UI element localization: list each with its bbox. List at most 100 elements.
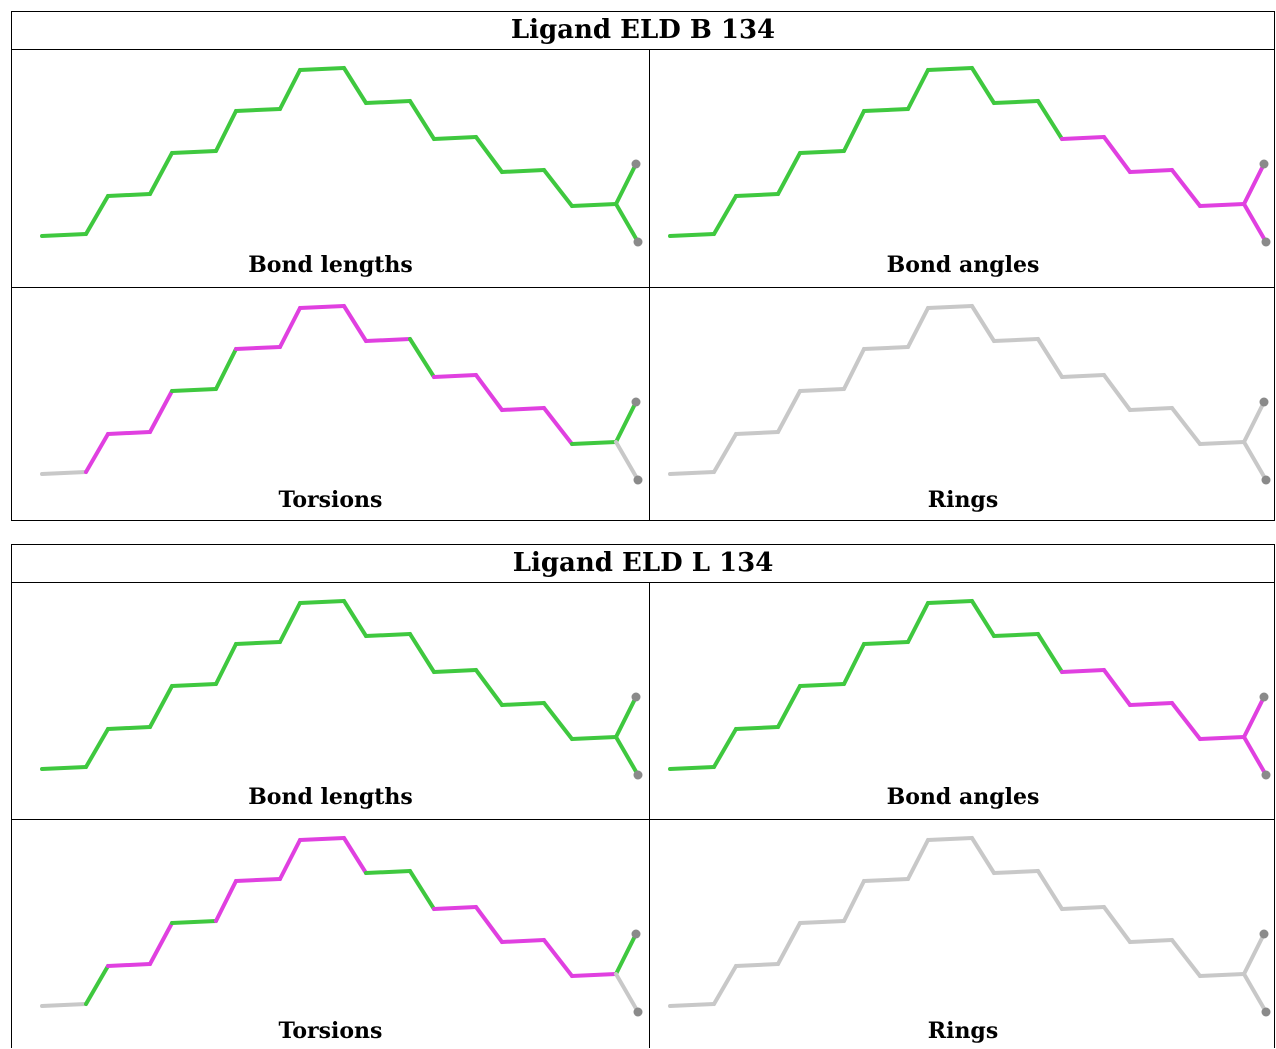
rings-cell: Rings bbox=[650, 820, 1276, 1049]
bond bbox=[668, 470, 716, 476]
bond bbox=[992, 869, 1040, 875]
bond bbox=[776, 389, 802, 434]
molecule-diagram bbox=[40, 836, 643, 1017]
atom bbox=[633, 770, 643, 780]
bond bbox=[1170, 938, 1202, 978]
bond bbox=[842, 642, 866, 686]
bond bbox=[1060, 373, 1106, 379]
bond bbox=[408, 99, 436, 141]
bond bbox=[542, 938, 574, 978]
cell-label: Bond angles bbox=[886, 252, 1040, 278]
bond bbox=[734, 962, 780, 968]
bond bbox=[570, 735, 618, 741]
bond bbox=[214, 879, 238, 923]
bond bbox=[614, 440, 640, 482]
bond bbox=[1102, 373, 1132, 412]
bond bbox=[432, 373, 478, 379]
bond bbox=[474, 905, 504, 944]
bond bbox=[148, 921, 174, 966]
bond bbox=[234, 877, 282, 883]
bond bbox=[906, 68, 930, 111]
atom bbox=[1259, 397, 1269, 407]
bond bbox=[234, 345, 282, 351]
bond bbox=[1060, 905, 1106, 911]
atom bbox=[631, 159, 641, 169]
bond bbox=[84, 964, 110, 1006]
molecule-diagram bbox=[668, 304, 1271, 485]
bond bbox=[214, 109, 238, 153]
bond bbox=[106, 725, 152, 731]
bond bbox=[1198, 735, 1246, 741]
bond bbox=[298, 599, 346, 605]
torsions-cell: Torsions bbox=[12, 288, 649, 520]
atom bbox=[631, 929, 641, 939]
divider bbox=[649, 583, 650, 1048]
bond bbox=[1242, 932, 1266, 976]
bond bbox=[408, 632, 436, 674]
bond bbox=[1036, 99, 1064, 141]
bond bbox=[570, 440, 618, 446]
divider bbox=[649, 50, 650, 520]
cell-label: Rings bbox=[927, 487, 999, 513]
cell-label: Bond lengths bbox=[248, 784, 413, 810]
bond bbox=[408, 337, 436, 379]
divider bbox=[12, 287, 1274, 288]
bond bbox=[148, 684, 174, 729]
bond bbox=[278, 601, 302, 644]
bond bbox=[298, 66, 346, 72]
bond bbox=[1102, 905, 1132, 944]
atom bbox=[1259, 692, 1269, 702]
bond bbox=[712, 432, 738, 474]
bond bbox=[862, 640, 910, 646]
bond bbox=[970, 836, 996, 875]
bond bbox=[734, 430, 780, 436]
bond bbox=[614, 695, 638, 739]
bond bbox=[776, 921, 802, 966]
bond bbox=[570, 202, 618, 208]
bond bbox=[970, 599, 996, 638]
atom bbox=[1261, 770, 1271, 780]
bond bbox=[842, 109, 866, 153]
atom bbox=[1259, 159, 1269, 169]
cell-label: Torsions bbox=[278, 1018, 383, 1044]
bond bbox=[40, 765, 88, 771]
bond bbox=[926, 836, 974, 842]
bond bbox=[668, 1002, 716, 1008]
molecule-diagram bbox=[40, 66, 643, 247]
bond bbox=[862, 877, 910, 883]
cell-label: Bond lengths bbox=[248, 252, 413, 278]
bond bbox=[614, 735, 640, 777]
bond bbox=[1060, 135, 1106, 141]
bond bbox=[364, 869, 412, 875]
atom bbox=[633, 237, 643, 247]
bond bbox=[342, 599, 368, 638]
bond bbox=[1128, 168, 1174, 174]
panel-title: Ligand ELD L 134 bbox=[12, 545, 1274, 583]
bond bbox=[776, 684, 802, 729]
bond bbox=[842, 347, 866, 391]
bond-angles-cell: Bond angles bbox=[650, 50, 1276, 287]
bond bbox=[40, 1002, 88, 1008]
bond bbox=[906, 306, 930, 349]
bond bbox=[614, 400, 638, 444]
bond bbox=[408, 869, 436, 911]
cell-label: Torsions bbox=[278, 487, 383, 513]
bond bbox=[170, 919, 218, 925]
bond bbox=[798, 387, 846, 393]
bond bbox=[1198, 202, 1246, 208]
bond bbox=[542, 406, 574, 446]
bond-angles-cell: Bond angles bbox=[650, 583, 1276, 819]
bond bbox=[500, 701, 546, 707]
ligand-panel: Ligand ELD B 134 Bond lengths Bond angle… bbox=[11, 11, 1275, 521]
bond bbox=[776, 151, 802, 196]
bond bbox=[712, 194, 738, 236]
bond bbox=[342, 66, 368, 105]
bond bbox=[1128, 406, 1174, 412]
bond bbox=[734, 192, 780, 198]
bond bbox=[798, 682, 846, 688]
bond bbox=[298, 304, 346, 310]
bond bbox=[432, 668, 478, 674]
bond bbox=[1102, 668, 1132, 707]
bond bbox=[542, 701, 574, 741]
bond bbox=[500, 406, 546, 412]
